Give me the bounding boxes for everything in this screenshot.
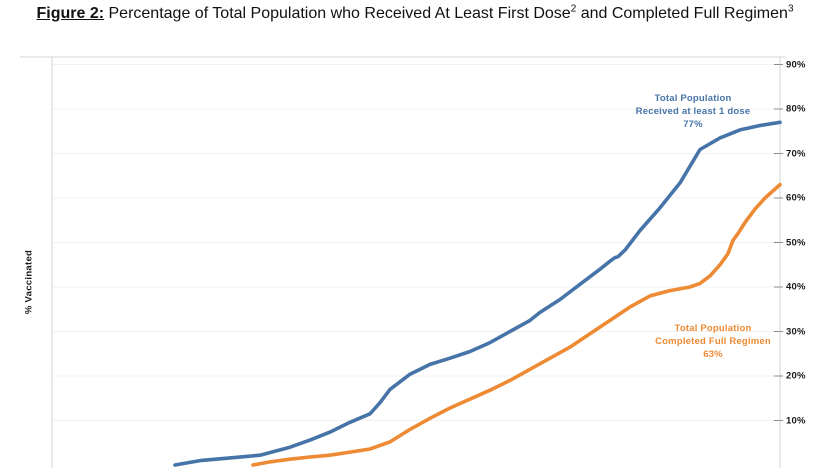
y-tick-label-20: 20%: [786, 370, 806, 382]
y-tick-label-40: 40%: [786, 281, 806, 293]
y-tick-label-50: 50%: [786, 237, 806, 248]
y-tick-label-10: 10%: [786, 415, 806, 426]
y-tick-label-80: 80%: [786, 103, 806, 115]
annotation-full-regimen-line1: Total Population: [674, 323, 752, 334]
footnote-marker-2: 2: [570, 3, 577, 15]
figure-title-text: Percentage of Total Population who Recei…: [104, 5, 571, 22]
series-first-dose-line: [173, 120, 782, 467]
y-axis-title: % Vaccinated: [23, 249, 35, 315]
y-tick-label-60: 60%: [786, 192, 806, 204]
figure-label: Figure 2:: [36, 5, 105, 22]
annotation-full-regimen-line2: Completed Full Regimen: [655, 336, 771, 347]
series-full-regimen-line: [251, 182, 782, 467]
annotation-first-dose: Total Population Received at least 1 dos…: [597, 92, 789, 131]
annotation-full-regimen-value: 63%: [703, 349, 723, 360]
y-tick-label-90: 90%: [786, 59, 806, 70]
figure-title: Figure 2: Percentage of Total Population…: [3, 3, 827, 25]
y-tick-label-30: 30%: [786, 326, 806, 337]
y-tick-label-70: 70%: [786, 148, 806, 159]
annotation-full-regimen: Total Population Completed Full Regimen …: [614, 322, 812, 361]
footnote-marker-3: 3: [787, 3, 794, 15]
annotation-first-dose-value: 77%: [683, 119, 703, 130]
annotation-first-dose-line1: Total Population: [654, 93, 732, 104]
annotation-first-dose-line2: Received at least 1 dose: [635, 106, 751, 117]
figure-title-text-2: and Completed Full Regimen: [576, 5, 788, 22]
